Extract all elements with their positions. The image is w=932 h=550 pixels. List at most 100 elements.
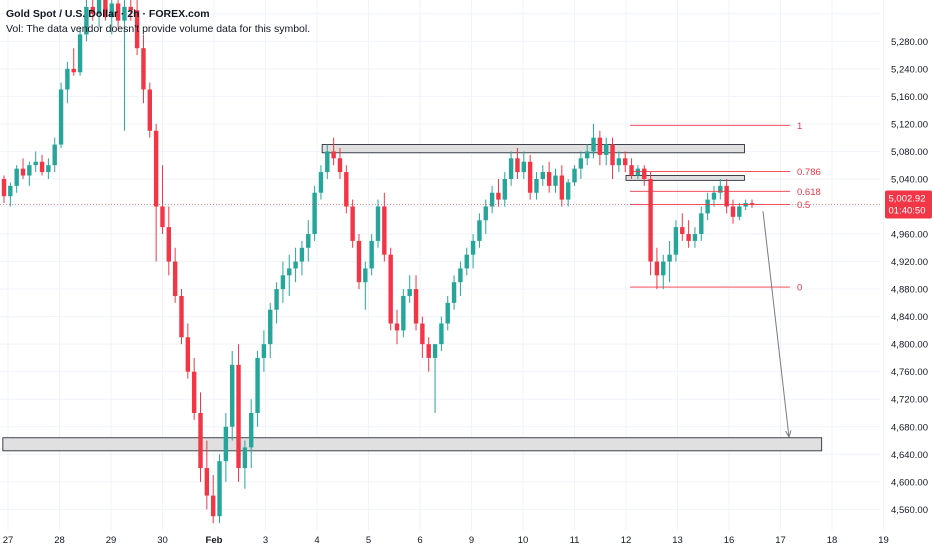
candle-body	[483, 206, 488, 221]
candle-body	[103, 0, 108, 18]
candle-body	[426, 344, 431, 358]
y-tick-label: 4,920.00	[891, 257, 928, 268]
candle-body	[90, 6, 95, 14]
x-tick-label: 9	[469, 535, 474, 546]
y-tick-label: 5,120.00	[891, 119, 928, 130]
candle-body	[572, 168, 577, 183]
resistance-zone-mid[interactable]	[625, 175, 745, 181]
x-tick-label: 10	[518, 535, 529, 546]
projection-arrow[interactable]	[762, 211, 792, 439]
support-zone[interactable]	[2, 437, 823, 452]
candle-body	[369, 240, 374, 269]
candle-body	[115, 3, 121, 21]
candle-body	[52, 144, 57, 166]
x-tick-label: 4	[314, 535, 319, 546]
candle-body	[242, 447, 248, 469]
candle-body	[20, 168, 26, 176]
candle-body	[141, 48, 146, 90]
candle-body	[737, 206, 742, 217]
symbol-title[interactable]: Gold Spot / U.S. Dollar · 2h · FOREX.com	[6, 8, 210, 20]
fibonacci-retracement[interactable]: 1 0.786 0.618 0.5 0	[630, 121, 821, 294]
candle-body	[318, 172, 324, 193]
candle-body	[661, 261, 666, 276]
price-axis[interactable]: 4,560.00 4,600.00 4,640.00 4,680.00 4,720.00…	[891, 37, 928, 516]
candle-body	[591, 137, 596, 152]
candle-body	[445, 302, 450, 324]
y-tick-label: 4,720.00	[891, 395, 928, 406]
candle-body	[673, 227, 679, 255]
candle-body	[711, 192, 717, 200]
candle-body	[331, 151, 336, 159]
candle-body	[8, 185, 13, 197]
candle-body	[204, 468, 210, 496]
candle-body	[287, 268, 292, 276]
candle-body	[337, 158, 343, 173]
candle-body	[635, 168, 641, 176]
time-axis[interactable]: 27 28 29 30 Feb 3 4 5 6 9 10 11 12 13 16 17 18 19	[3, 535, 889, 546]
candle-body	[470, 240, 476, 255]
candle-body	[597, 137, 603, 155]
candle-body	[109, 3, 114, 18]
x-tick-label: 12	[621, 535, 632, 546]
candle-body	[280, 275, 286, 290]
resistance-zone-top[interactable]	[321, 144, 745, 154]
y-tick-label: 4,600.00	[891, 477, 928, 488]
candle-body	[489, 192, 495, 207]
candle-body	[58, 89, 64, 145]
chart-legend: Gold Spot / U.S. Dollar · 2h · FOREX.com…	[6, 7, 310, 37]
y-tick-label: 4,840.00	[891, 312, 928, 323]
candle-body	[394, 323, 400, 331]
candle-body	[306, 234, 311, 248]
y-tick-label: 4,960.00	[891, 230, 928, 241]
candle-body	[325, 151, 330, 173]
projection-arrow-line	[762, 211, 790, 438]
candle-body	[680, 227, 685, 235]
candle-body	[534, 178, 539, 193]
candle-body	[451, 282, 457, 303]
projection-arrow-head	[785, 430, 792, 439]
candle-body	[268, 309, 273, 345]
candle-body	[46, 165, 51, 173]
candle-body	[356, 240, 362, 283]
candle-body	[122, 6, 127, 21]
candle-body	[623, 158, 628, 166]
y-tick-label: 4,560.00	[891, 505, 928, 516]
candle-body	[559, 175, 565, 200]
candle-body	[604, 144, 609, 155]
candle-body	[496, 192, 501, 200]
candle-body	[128, 6, 133, 11]
x-tick-label: 17	[775, 535, 786, 546]
candle-body	[553, 175, 558, 186]
volume-note: Vol: The data vendor doesn't provide vol…	[6, 23, 311, 35]
y-tick-label: 5,240.00	[891, 64, 928, 75]
x-tick-label: 29	[106, 535, 117, 546]
candle-body	[382, 206, 387, 255]
candle-body	[515, 158, 520, 173]
candle-body	[540, 172, 546, 179]
y-tick-label: 4,640.00	[891, 450, 928, 461]
candle-body	[84, 6, 89, 35]
candle-body	[629, 165, 634, 176]
x-tick-label: 6	[417, 535, 422, 546]
candle-body	[686, 234, 691, 241]
candle-body	[642, 168, 647, 179]
candle-body	[172, 261, 178, 296]
candle-body	[667, 254, 672, 262]
candle-body	[363, 268, 368, 283]
candle-body	[401, 295, 406, 331]
candle-body	[39, 161, 45, 173]
candle-body	[153, 130, 159, 207]
candle-body	[616, 158, 622, 166]
candle-body	[692, 234, 698, 241]
candle-body	[71, 68, 76, 73]
candle-body	[413, 289, 419, 324]
candles-layer	[1, 0, 755, 524]
candle-body	[312, 192, 317, 235]
candle-body	[166, 227, 172, 262]
x-tick-label: 3	[263, 535, 268, 546]
y-tick-label: 5,040.00	[891, 174, 928, 185]
candle-body	[255, 357, 260, 413]
candle-body	[610, 144, 615, 166]
candle-body	[134, 10, 140, 49]
